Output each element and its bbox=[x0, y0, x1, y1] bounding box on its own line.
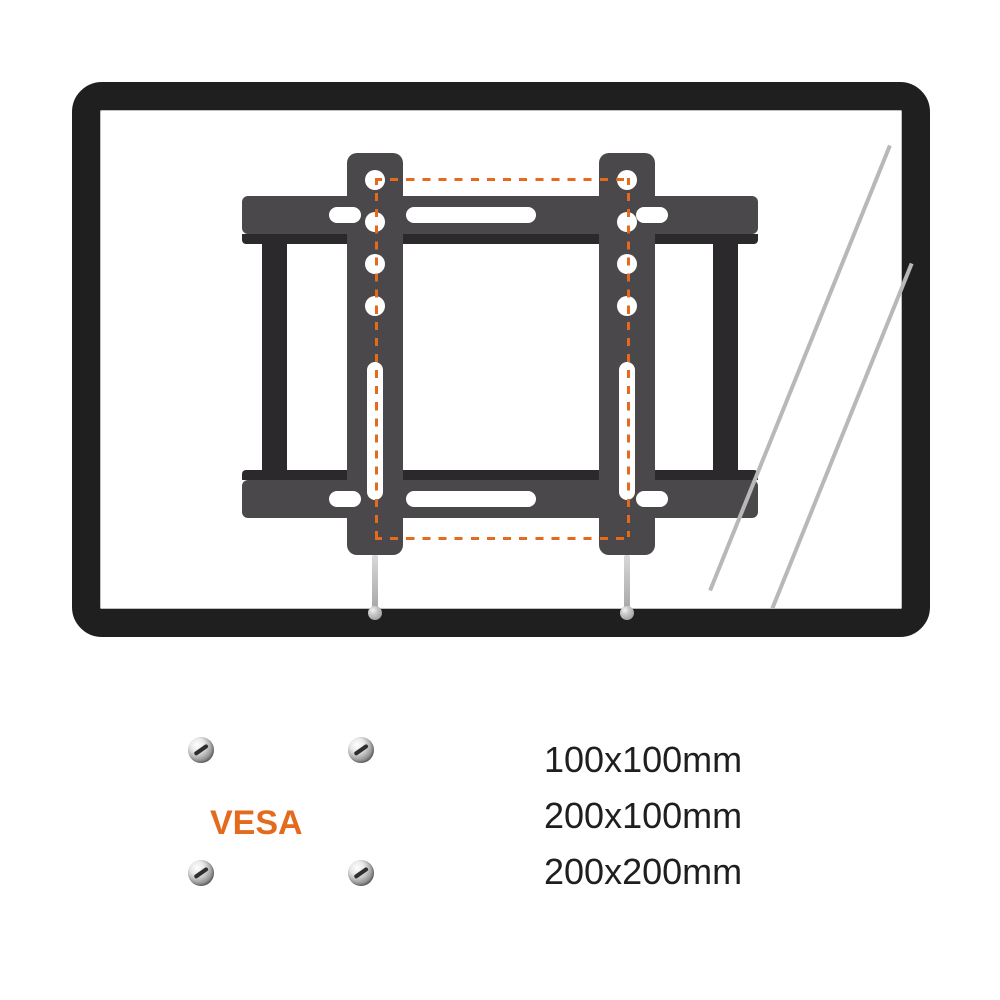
screw-icon bbox=[348, 737, 374, 763]
screw-icon bbox=[188, 737, 214, 763]
locking-pin bbox=[619, 555, 635, 620]
vesa-guide-line bbox=[375, 178, 627, 181]
vesa-guide-line bbox=[375, 178, 378, 537]
wall-plate-side-bar bbox=[262, 234, 287, 480]
vesa-guide-line bbox=[375, 537, 627, 540]
wall-plate-slot bbox=[636, 207, 668, 223]
wall-plate-slot bbox=[406, 207, 536, 223]
screw-icon bbox=[348, 860, 374, 886]
wall-plate-slot bbox=[329, 207, 361, 223]
wall-plate-side-bar bbox=[713, 234, 738, 480]
vesa-dimensions-list: 100x100mm200x100mm200x200mm bbox=[544, 732, 742, 899]
vesa-mount-diagram: VESA 100x100mm200x100mm200x200mm bbox=[0, 0, 1000, 1000]
vesa-dimension: 200x200mm bbox=[544, 844, 742, 900]
vesa-dimension: 100x100mm bbox=[544, 732, 742, 788]
vesa-guide-line bbox=[627, 178, 630, 537]
wall-plate-slot bbox=[329, 491, 361, 507]
screw-icon bbox=[188, 860, 214, 886]
wall-plate-slot bbox=[636, 491, 668, 507]
vesa-label: VESA bbox=[210, 804, 303, 843]
wall-plate-slot bbox=[406, 491, 536, 507]
locking-pin bbox=[367, 555, 383, 620]
vesa-dimension: 200x100mm bbox=[544, 788, 742, 844]
